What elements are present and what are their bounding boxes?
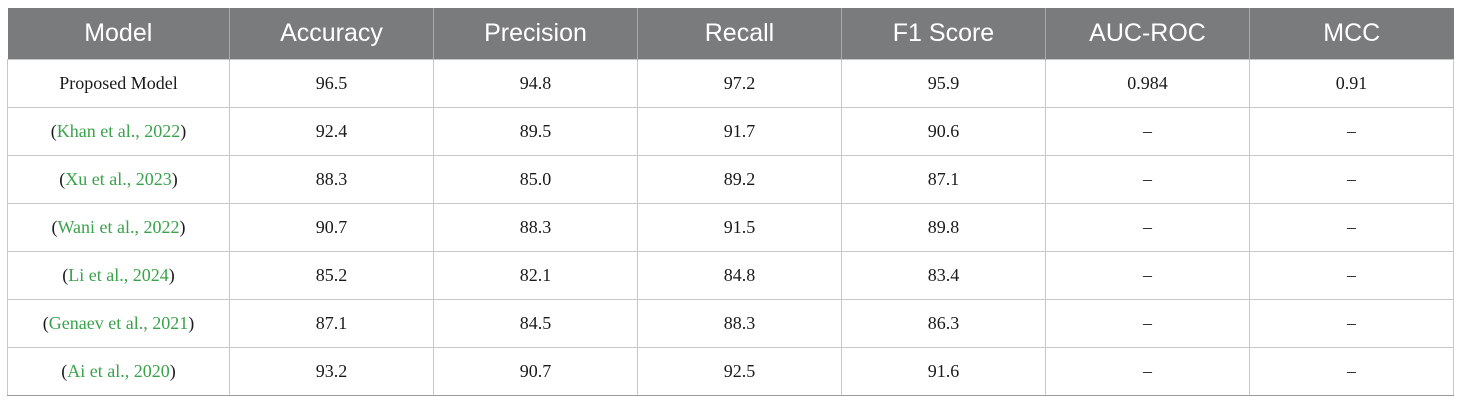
mcc-cell: – — [1249, 347, 1454, 396]
table-row: (Genaev et al., 2021) 87.1 84.5 88.3 86.… — [7, 299, 1454, 348]
mcc-cell: – — [1249, 203, 1454, 252]
accuracy-cell: 85.2 — [229, 251, 434, 300]
col-header-mcc: MCC — [1249, 8, 1454, 60]
model-cell: (Wani et al., 2022) — [7, 203, 230, 252]
accuracy-cell: 96.5 — [229, 59, 434, 108]
col-header-model: Model — [7, 8, 230, 60]
auc-roc-cell: – — [1045, 203, 1250, 252]
accuracy-cell: 92.4 — [229, 107, 434, 156]
mcc-cell: 0.91 — [1249, 59, 1454, 108]
recall-cell: 97.2 — [637, 59, 842, 108]
accuracy-cell: 88.3 — [229, 155, 434, 204]
auc-roc-cell: – — [1045, 107, 1250, 156]
citation-link[interactable]: Genaev et al., 2021 — [48, 313, 189, 333]
mcc-cell: – — [1249, 251, 1454, 300]
accuracy-cell: 93.2 — [229, 347, 434, 396]
col-header-auc-roc: AUC-ROC — [1045, 8, 1250, 60]
table-row: (Khan et al., 2022) 92.4 89.5 91.7 90.6 … — [7, 107, 1454, 156]
precision-cell: 94.8 — [433, 59, 638, 108]
recall-cell: 84.8 — [637, 251, 842, 300]
precision-cell: 82.1 — [433, 251, 638, 300]
model-cell: (Khan et al., 2022) — [7, 107, 230, 156]
model-cell: (Ai et al., 2020) — [7, 347, 230, 396]
table-row: Proposed Model 96.5 94.8 97.2 95.9 0.984… — [7, 59, 1454, 108]
f1-score-cell: 89.8 — [841, 203, 1046, 252]
recall-cell: 91.7 — [637, 107, 842, 156]
f1-score-cell: 87.1 — [841, 155, 1046, 204]
mcc-cell: – — [1249, 107, 1454, 156]
results-table: Model Accuracy Precision Recall F1 Score… — [7, 8, 1454, 396]
auc-roc-cell: 0.984 — [1045, 59, 1250, 108]
col-header-f1-score: F1 Score — [841, 8, 1046, 60]
auc-roc-cell: – — [1045, 347, 1250, 396]
mcc-cell: – — [1249, 155, 1454, 204]
header-row: Model Accuracy Precision Recall F1 Score… — [7, 8, 1454, 60]
precision-cell: 85.0 — [433, 155, 638, 204]
auc-roc-cell: – — [1045, 299, 1250, 348]
table-row: (Li et al., 2024) 85.2 82.1 84.8 83.4 – … — [7, 251, 1454, 300]
f1-score-cell: 95.9 — [841, 59, 1046, 108]
model-cell: Proposed Model — [7, 59, 230, 108]
model-cell: (Genaev et al., 2021) — [7, 299, 230, 348]
auc-roc-cell: – — [1045, 251, 1250, 300]
recall-cell: 88.3 — [637, 299, 842, 348]
table-row: (Wani et al., 2022) 90.7 88.3 91.5 89.8 … — [7, 203, 1454, 252]
f1-score-cell: 91.6 — [841, 347, 1046, 396]
col-header-precision: Precision — [433, 8, 638, 60]
recall-cell: 89.2 — [637, 155, 842, 204]
f1-score-cell: 86.3 — [841, 299, 1046, 348]
citation-link[interactable]: Li et al., 2024 — [68, 265, 169, 285]
accuracy-cell: 87.1 — [229, 299, 434, 348]
table-row: (Ai et al., 2020) 93.2 90.7 92.5 91.6 – … — [7, 347, 1454, 396]
citation-link[interactable]: Xu et al., 2023 — [65, 169, 172, 189]
citation-link[interactable]: Khan et al., 2022 — [56, 121, 181, 141]
table-row: (Xu et al., 2023) 88.3 85.0 89.2 87.1 – … — [7, 155, 1454, 204]
citation-link[interactable]: Wani et al., 2022 — [57, 217, 180, 237]
accuracy-cell: 90.7 — [229, 203, 434, 252]
auc-roc-cell: – — [1045, 155, 1250, 204]
precision-cell: 84.5 — [433, 299, 638, 348]
recall-cell: 92.5 — [637, 347, 842, 396]
model-cell: (Li et al., 2024) — [7, 251, 230, 300]
precision-cell: 88.3 — [433, 203, 638, 252]
precision-cell: 90.7 — [433, 347, 638, 396]
f1-score-cell: 90.6 — [841, 107, 1046, 156]
model-cell: (Xu et al., 2023) — [7, 155, 230, 204]
col-header-recall: Recall — [637, 8, 842, 60]
mcc-cell: – — [1249, 299, 1454, 348]
f1-score-cell: 83.4 — [841, 251, 1046, 300]
recall-cell: 91.5 — [637, 203, 842, 252]
col-header-accuracy: Accuracy — [229, 8, 434, 60]
citation-link[interactable]: Ai et al., 2020 — [67, 361, 170, 381]
precision-cell: 89.5 — [433, 107, 638, 156]
